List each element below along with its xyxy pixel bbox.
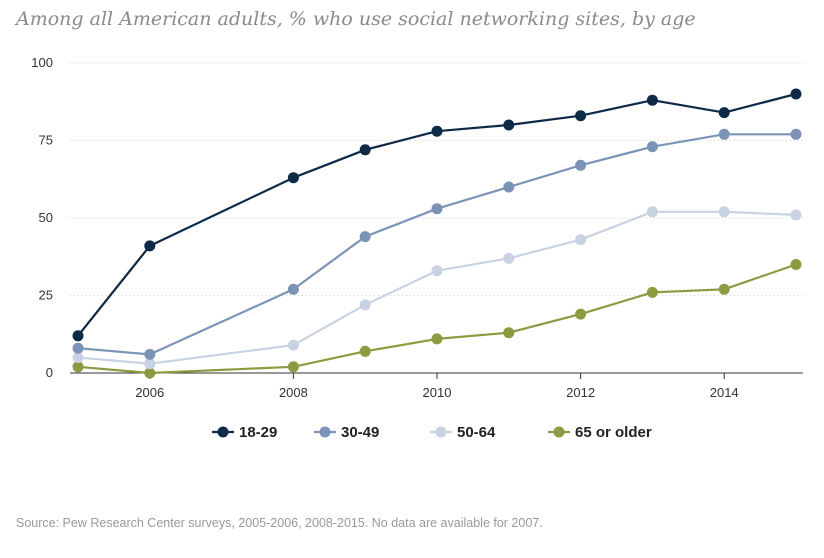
data-point [431, 125, 443, 137]
series-lines [72, 88, 802, 379]
data-point [144, 240, 156, 252]
data-point [718, 206, 730, 218]
chart-title: Among all American adults, % who use soc… [16, 8, 696, 30]
series-18-29 [72, 88, 802, 342]
data-point [646, 141, 658, 153]
series-50-64 [72, 206, 802, 370]
legend-label: 50-64 [457, 424, 496, 441]
data-point [287, 339, 299, 351]
legend-item: 50-64 [430, 424, 496, 441]
x-tick-label: 2012 [566, 385, 595, 400]
data-point [790, 209, 802, 221]
legend-item: 30-49 [314, 424, 379, 441]
legend-label: 18-29 [239, 424, 277, 441]
data-point [72, 361, 84, 373]
legend-marker [217, 426, 229, 438]
series-line [77, 92, 797, 337]
legend-label: 65 or older [575, 424, 652, 441]
data-point [72, 352, 84, 363]
x-tick-label: 2014 [710, 385, 739, 400]
series-line [77, 133, 796, 356]
x-axis: 2006 2008 2010 2012 2014 [70, 372, 803, 400]
legend-item: 65 or older [548, 424, 652, 441]
line-chart: 0 25 50 75 100 2006 2008 2010 2012 2014 18-29 30-… [31, 55, 803, 441]
data-point [503, 327, 515, 339]
data-point [718, 283, 730, 295]
data-point [646, 206, 658, 218]
data-point [287, 172, 299, 184]
y-axis-ticks: 0 25 50 75 100 [31, 55, 53, 380]
data-point [72, 342, 84, 354]
grid-lines [70, 62, 803, 296]
data-point [790, 88, 802, 100]
data-point [72, 330, 84, 342]
data-point [431, 203, 443, 215]
data-point [575, 110, 587, 122]
y-tick-label: 100 [31, 55, 53, 70]
data-point [144, 358, 156, 370]
x-tick-label: 2008 [279, 385, 308, 400]
data-point [575, 234, 587, 246]
legend-marker [435, 426, 447, 438]
legend-marker [319, 426, 331, 438]
series-line [77, 210, 797, 365]
y-tick-label: 25 [39, 288, 53, 303]
data-point [431, 333, 443, 345]
data-point [503, 252, 515, 264]
data-point [790, 259, 802, 270]
data-point [359, 231, 371, 243]
data-point [287, 361, 299, 373]
data-point [718, 107, 730, 119]
x-tick-label: 2010 [423, 385, 452, 400]
legend-item: 18-29 [212, 424, 277, 441]
data-point [144, 348, 156, 360]
series-line [77, 263, 797, 375]
y-tick-label: 0 [46, 365, 53, 380]
data-point [359, 299, 371, 311]
y-tick-label: 50 [39, 210, 53, 225]
y-tick-label: 75 [39, 133, 53, 148]
data-point [575, 159, 587, 171]
data-point [575, 308, 587, 320]
legend: 18-29 30-49 50-64 65 or older [212, 424, 652, 441]
data-point [503, 181, 515, 193]
data-point [287, 283, 299, 295]
data-point [359, 144, 371, 156]
data-point [646, 286, 658, 298]
data-point [144, 367, 156, 379]
data-point [718, 128, 730, 140]
series-65-or-older [72, 259, 802, 379]
data-point [359, 345, 371, 357]
series-30-49 [72, 128, 802, 360]
legend-label: 30-49 [341, 424, 379, 441]
data-point [503, 119, 515, 131]
data-point [646, 94, 658, 106]
data-point [431, 265, 443, 277]
x-tick-label: 2006 [135, 385, 164, 400]
legend-marker [553, 426, 565, 438]
source-note: Source: Pew Research Center surveys, 200… [16, 516, 543, 530]
data-point [790, 128, 802, 140]
